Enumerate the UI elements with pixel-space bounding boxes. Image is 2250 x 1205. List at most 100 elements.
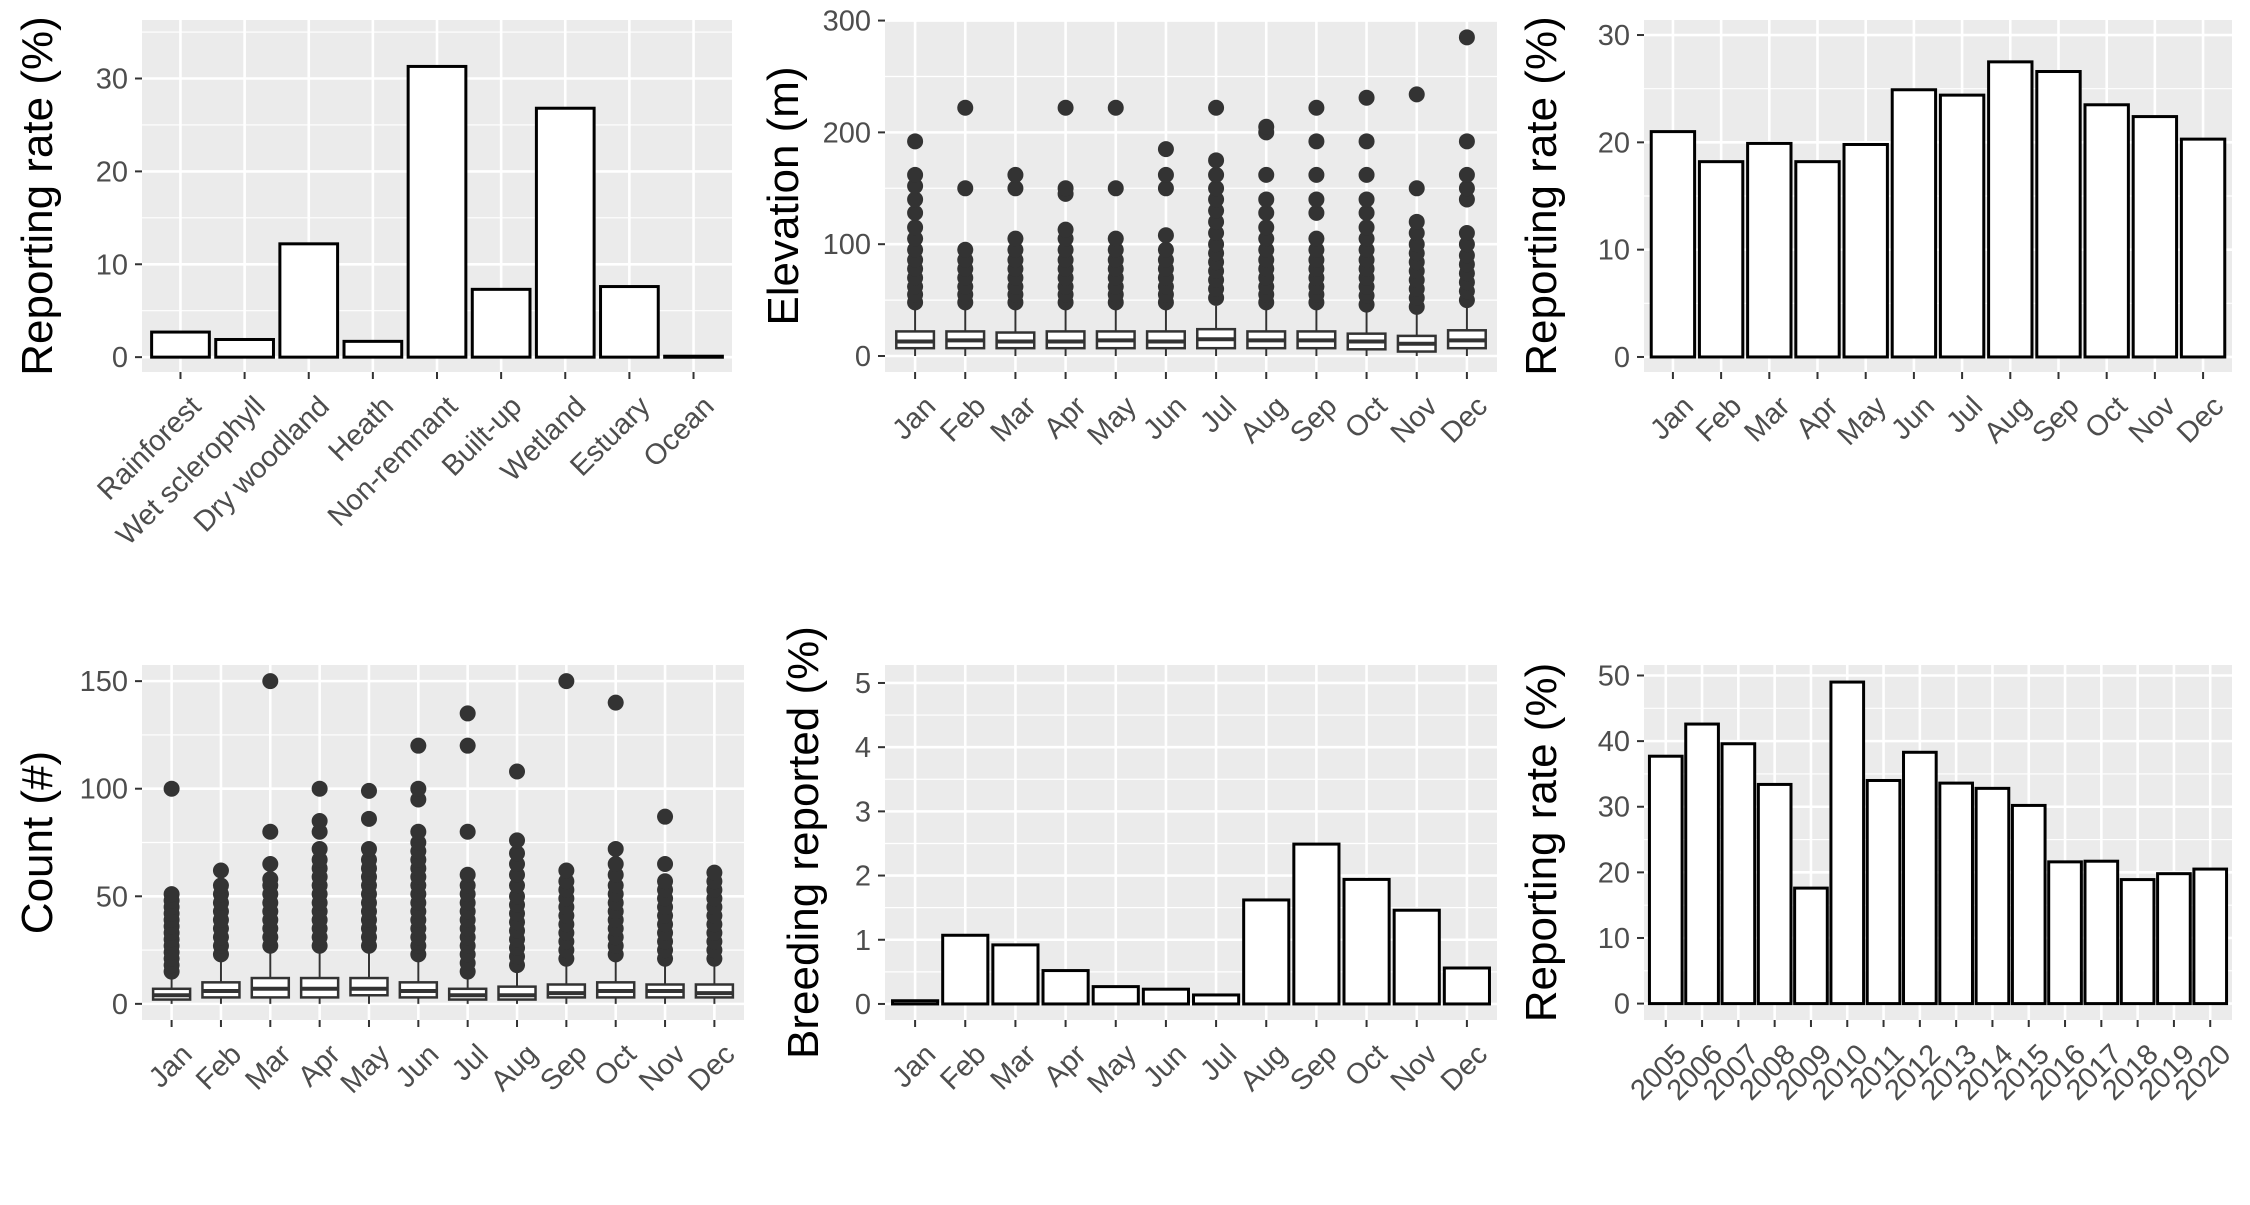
outlier-point [1458, 180, 1475, 197]
outlier-point [1458, 166, 1475, 183]
x-tick-label: Sep [1284, 390, 1343, 449]
box-iqr [546, 983, 587, 999]
outlier-point [607, 694, 624, 711]
outlier-point [1057, 180, 1074, 197]
y-tick-label: 50 [96, 881, 128, 913]
bar-feb [941, 933, 990, 1006]
outlier-point [957, 241, 974, 258]
outlier-point [1007, 166, 1024, 183]
y-tick-label: 200 [823, 117, 871, 149]
outlier-point [509, 832, 526, 849]
outlier-point [1157, 227, 1174, 244]
outlier-point [1358, 89, 1375, 106]
y-tick-label: 0 [855, 341, 871, 373]
bar-2010 [1829, 680, 1866, 1006]
y-tick-label: 40 [1598, 726, 1630, 758]
outlier-point [1458, 191, 1475, 208]
outlier-point [1258, 118, 1275, 135]
y-axis-title: Count (#) [13, 751, 62, 934]
box-jun [1145, 141, 1186, 357]
bar-apr [1794, 160, 1841, 359]
x-tick-label: Aug [1234, 1038, 1293, 1097]
outlier-point [262, 823, 279, 840]
x-tick-label: Jun [1137, 1038, 1193, 1094]
outlier-point [657, 873, 674, 890]
outlier-point [1157, 141, 1174, 158]
x-tick-label: Nov [2123, 390, 2182, 449]
outlier-point [1358, 204, 1375, 221]
bar-2015 [2010, 803, 2047, 1006]
y-tick-label: 20 [1598, 127, 1630, 159]
outlier-point [1358, 230, 1375, 247]
outlier-point [311, 812, 328, 829]
bar-aug [1987, 60, 2034, 359]
bar-2012 [1902, 750, 1938, 1006]
x-tick-label: Feb [934, 390, 992, 448]
outlier-point [1157, 166, 1174, 183]
bar-jul [1938, 93, 1986, 359]
box-iqr [497, 985, 537, 1001]
x-tick-label: Aug [1234, 390, 1293, 449]
bar-2017 [2083, 859, 2120, 1006]
outlier-point [410, 780, 427, 797]
y-tick-label: 20 [1598, 857, 1630, 889]
bar-may [1842, 142, 1889, 359]
bar-dec [2179, 137, 2227, 359]
x-tick-label: Oct [588, 1038, 643, 1093]
box-iqr [694, 983, 735, 999]
box-jan [151, 780, 192, 1004]
outlier-point [1308, 99, 1325, 116]
outlier-point [360, 810, 377, 827]
outlier-point [212, 862, 229, 879]
outlier-point [1308, 166, 1325, 183]
outlier-point [163, 886, 180, 903]
bar-oct [2083, 103, 2130, 359]
bar-jan [891, 999, 940, 1006]
outlier-point [907, 204, 924, 221]
outlier-point [1208, 166, 1225, 183]
y-tick-label: 2 [855, 861, 871, 893]
outlier-point [1208, 202, 1225, 219]
x-tick-label: Jul [1194, 1038, 1243, 1087]
y-axis-title: Reporting rate (%) [1517, 663, 1566, 1022]
outlier-point [1358, 191, 1375, 208]
box-jul [1196, 99, 1237, 357]
box-aug [1246, 118, 1287, 357]
outlier-point [262, 871, 279, 888]
bar-2008 [1756, 782, 1793, 1006]
x-tick-label: Nov [1385, 390, 1444, 449]
outlier-point [907, 241, 924, 258]
y-tick-label: 10 [1598, 235, 1630, 267]
outlier-point [410, 823, 427, 840]
x-tick-label: Sep [1284, 1038, 1343, 1097]
chart-year-rate: 0102030405020052006200720082009201020112… [1517, 660, 2237, 1106]
bar-dry-woodland [278, 242, 340, 359]
x-tick-label: Jan [143, 1038, 199, 1094]
box-feb [945, 99, 986, 357]
outlier-point [509, 845, 526, 862]
y-tick-label: 0 [112, 989, 128, 1021]
x-tick-label: Jun [390, 1038, 446, 1094]
box-apr [299, 780, 340, 1004]
outlier-point [1308, 191, 1325, 208]
outlier-point [311, 780, 328, 797]
bar-jun [1890, 88, 1938, 359]
bar-built-up [470, 287, 532, 359]
box-may [349, 782, 389, 1004]
outlier-point [1208, 213, 1225, 230]
x-tick-label: Aug [485, 1038, 544, 1097]
bar-wetland [534, 106, 596, 359]
y-tick-label: 0 [1614, 989, 1630, 1021]
outlier-point [1408, 180, 1425, 197]
y-tick-label: 30 [96, 64, 128, 96]
outlier-point [1208, 236, 1225, 253]
x-tick-label: Oct [1339, 1038, 1394, 1093]
outlier-point [1107, 230, 1124, 247]
x-tick-label: Nov [633, 1038, 692, 1097]
box-apr [1045, 99, 1086, 357]
bar-2020 [2192, 867, 2229, 1006]
outlier-point [410, 737, 427, 754]
outlier-point [1408, 213, 1425, 230]
